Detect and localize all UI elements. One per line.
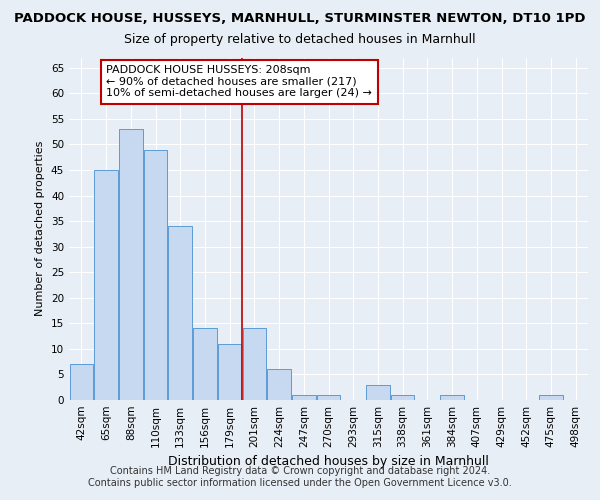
Bar [440,395,464,400]
Bar [539,395,563,400]
Bar [119,129,143,400]
Bar [317,395,340,400]
Bar [292,395,316,400]
Bar [391,395,415,400]
Y-axis label: Number of detached properties: Number of detached properties [35,141,46,316]
Bar [268,370,291,400]
Bar [94,170,118,400]
Bar [144,150,167,400]
Bar [70,364,93,400]
Bar [218,344,241,400]
Text: Size of property relative to detached houses in Marnhull: Size of property relative to detached ho… [124,32,476,46]
Bar [193,328,217,400]
Text: PADDOCK HOUSE HUSSEYS: 208sqm
← 90% of detached houses are smaller (217)
10% of : PADDOCK HOUSE HUSSEYS: 208sqm ← 90% of d… [106,65,372,98]
Text: Contains HM Land Registry data © Crown copyright and database right 2024.
Contai: Contains HM Land Registry data © Crown c… [88,466,512,487]
Bar [242,328,266,400]
Bar [169,226,192,400]
Bar [366,384,389,400]
X-axis label: Distribution of detached houses by size in Marnhull: Distribution of detached houses by size … [168,456,489,468]
Text: PADDOCK HOUSE, HUSSEYS, MARNHULL, STURMINSTER NEWTON, DT10 1PD: PADDOCK HOUSE, HUSSEYS, MARNHULL, STURMI… [14,12,586,26]
